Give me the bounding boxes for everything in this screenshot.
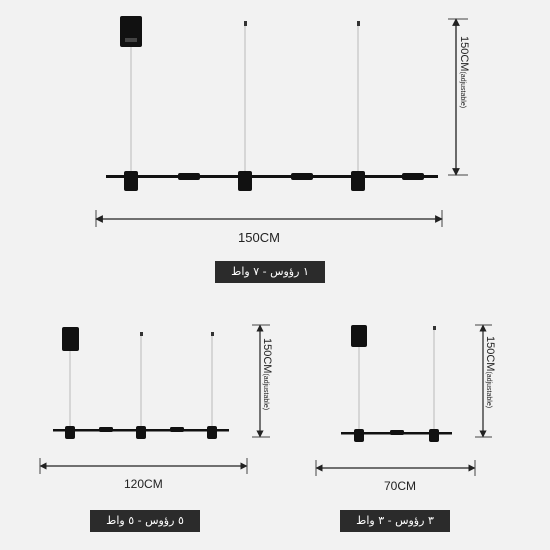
width-label: 120CM [124, 477, 163, 491]
variant-caption: ١ رؤوس - ٧ واط [215, 261, 325, 283]
height-value: 150CM [484, 336, 496, 372]
ceiling-canopy [351, 325, 367, 347]
spotlight-head [65, 426, 75, 439]
ceiling-canopy [120, 16, 142, 47]
spotlight-head [354, 429, 364, 442]
linear-light-module [390, 430, 404, 435]
linear-light-module [178, 173, 200, 180]
spotlight-head [351, 171, 365, 191]
height-note: (adjustable) [262, 373, 269, 411]
width-label: 70CM [384, 479, 417, 493]
fixture-small-pendant [315, 324, 492, 476]
height-label: 150CM(adjustable) [456, 36, 474, 108]
ceiling-canopy [62, 327, 79, 351]
fixture-medium-pendant [39, 324, 270, 474]
fixture-large-pendant [95, 16, 468, 227]
height-value: 150CM [458, 36, 470, 72]
variant-caption: ٥ رؤوس - ٥ واط [90, 510, 200, 532]
spotlight-head [429, 429, 439, 442]
linear-light-module [99, 427, 113, 432]
height-label: 150CM(adjustable) [482, 336, 500, 408]
linear-light-module [291, 173, 313, 180]
variant-caption: ٣ رؤوس - ٣ واط [340, 510, 450, 532]
height-value: 150CM [261, 338, 273, 374]
spotlight-head [124, 171, 138, 191]
height-note: (adjustable) [459, 71, 466, 109]
height-note: (adjustable) [485, 371, 492, 409]
spotlight-head [136, 426, 146, 439]
spotlight-head [207, 426, 217, 439]
light-bar [106, 175, 438, 178]
linear-light-module [402, 173, 424, 180]
width-label: 150CM [238, 230, 280, 245]
spotlight-head [238, 171, 252, 191]
linear-light-module [170, 427, 184, 432]
height-label: 150CM(adjustable) [259, 338, 277, 410]
